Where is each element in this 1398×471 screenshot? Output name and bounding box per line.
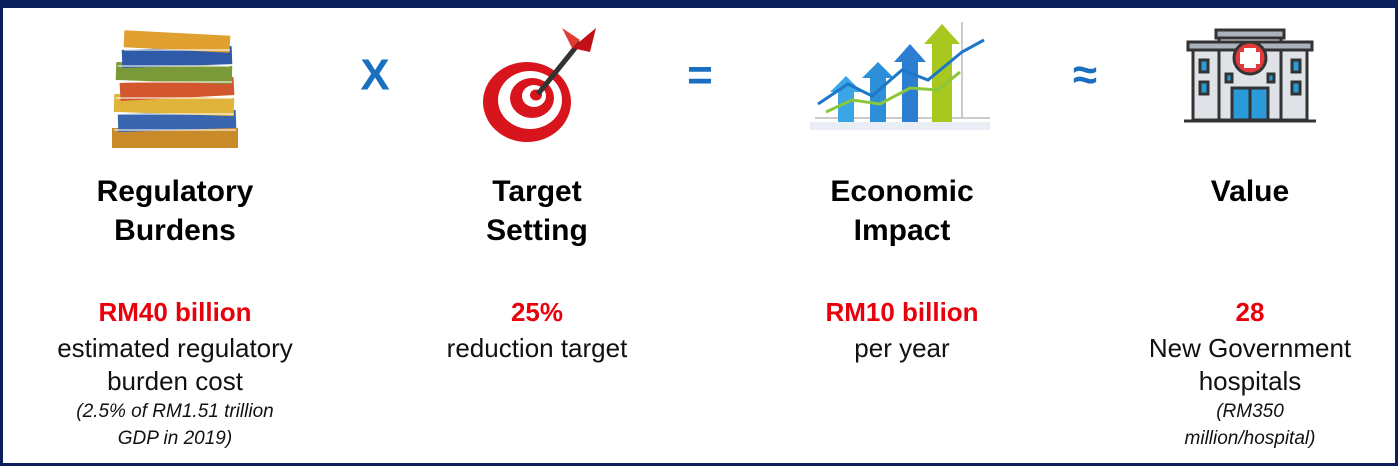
description: burden cost [107, 366, 244, 396]
highlight-figure: 25% [511, 297, 563, 327]
description: reduction target [447, 333, 628, 363]
description: New Government [1149, 333, 1352, 363]
column-title: Impact [854, 214, 951, 247]
description: estimated regulatory [57, 333, 293, 363]
note: (RM350 [1216, 401, 1284, 422]
slide: X = ≈ Regulatory Burdens RM40 billion estimate… [0, 0, 1398, 466]
operator: ≈ [1073, 51, 1097, 100]
hospital-icon [1184, 30, 1316, 121]
column-title: Regulatory [97, 175, 254, 208]
top-bar [0, 0, 1398, 8]
column-title: Target [492, 175, 581, 208]
column-title: Burdens [114, 214, 236, 247]
operator: = [687, 51, 713, 100]
column-title: Economic [830, 175, 973, 208]
description: per year [854, 333, 950, 363]
column-title: Value [1211, 175, 1289, 208]
note: (2.5% of RM1.51 trillion [76, 401, 273, 422]
note: GDP in 2019) [118, 428, 232, 449]
highlight-figure: RM40 billion [98, 297, 251, 327]
operator: X [360, 51, 389, 100]
note: million/hospital) [1185, 428, 1316, 449]
highlight-figure: RM10 billion [825, 297, 978, 327]
column-title: Setting [486, 214, 588, 247]
description: hospitals [1199, 366, 1302, 396]
highlight-figure: 28 [1236, 297, 1265, 327]
